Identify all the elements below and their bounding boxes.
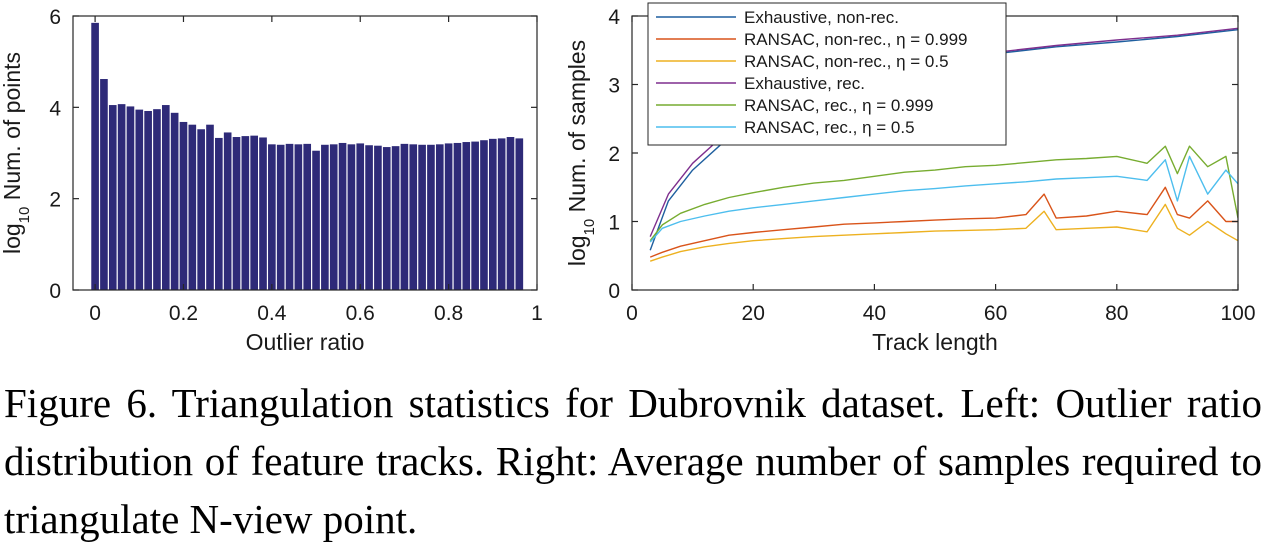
left-xlabel: Outlier ratio [246, 329, 365, 355]
right-ylabel: log10 Num. of samples [564, 40, 598, 266]
histogram-bar [471, 141, 479, 290]
histogram-bar [506, 137, 515, 290]
histogram-bar [276, 144, 285, 290]
legend: Exhaustive, non-rec. RANSAC, non-rec., η … [647, 2, 1007, 146]
legend-label: Exhaustive, rec. [744, 74, 865, 93]
histogram-bar [303, 143, 312, 290]
right-xtick-label: 20 [742, 302, 765, 325]
left-ytick-label: 0 [49, 280, 61, 303]
right-ytick-label: 4 [608, 6, 620, 29]
histogram-bar [480, 140, 488, 290]
histogram-bar [126, 106, 135, 290]
histogram-bar [108, 105, 117, 290]
histogram-bar [161, 105, 170, 290]
right-xlabel: Track length [872, 329, 998, 355]
histogram-bar [179, 121, 188, 291]
histogram-bar [91, 22, 99, 290]
histogram-bar [356, 143, 365, 290]
histogram-bar [418, 144, 426, 290]
legend-box [647, 2, 1007, 146]
histogram-bar [250, 135, 258, 290]
histogram-bar [241, 136, 250, 290]
histogram-bar [312, 150, 320, 290]
histogram-bar [444, 143, 453, 290]
histogram-bar [268, 144, 276, 290]
right-ytick-label: 3 [608, 75, 620, 98]
histogram-bar [135, 109, 144, 290]
right-line-chart: 0 20 40 60 80 100 0 1 2 3 4 Track length log10 Num. … [564, 2, 1256, 355]
right-xtick-label: 0 [626, 302, 638, 325]
histogram-bar [100, 79, 108, 291]
series-line-5 [649, 145, 1238, 242]
series-line-3 [649, 203, 1238, 262]
histogram-bar [347, 144, 356, 290]
histogram-bar [382, 147, 391, 290]
histogram-bar [285, 143, 294, 290]
series-line-6 [649, 155, 1238, 243]
histogram-bar [488, 138, 497, 290]
histogram-bar [338, 142, 347, 290]
histogram-bar [400, 143, 409, 290]
left-axes-frame [72, 15, 538, 291]
histogram-bar [232, 137, 241, 290]
histogram-bar [215, 137, 223, 290]
histogram-bar [374, 145, 382, 290]
right-ytick-label: 0 [608, 280, 620, 303]
histogram-bar [515, 138, 524, 290]
left-xtick-label: 0 [89, 302, 101, 325]
legend-label: Exhaustive, non-rec. [744, 8, 899, 27]
series-line-2 [649, 186, 1238, 258]
left-xtick-label: 1 [531, 302, 543, 325]
histogram-bar [409, 144, 418, 290]
left-ytick-label: 6 [49, 6, 61, 29]
right-xtick-label: 60 [984, 302, 1007, 325]
histogram-bar [153, 109, 161, 290]
left-xtick-label: 0.4 [257, 302, 287, 325]
histogram-bar [223, 132, 232, 290]
left-xtick-label: 0.6 [346, 302, 375, 325]
legend-label: RANSAC, rec., η = 0.5 [744, 118, 915, 137]
histogram-bar [391, 146, 400, 290]
histogram-bar [427, 144, 435, 290]
histogram-bar [462, 142, 471, 290]
right-ytick-label: 2 [608, 143, 620, 166]
histogram-bar [170, 112, 179, 291]
histogram-bar [321, 144, 329, 290]
left-ylabel: log10 Num. of points [0, 52, 33, 254]
histogram-bar [188, 124, 197, 290]
legend-label: RANSAC, rec., η = 0.999 [744, 96, 933, 115]
left-xtick-label: 0.2 [169, 302, 198, 325]
histogram-bar [294, 144, 303, 290]
histogram-bar [144, 110, 152, 290]
legend-label: RANSAC, non-rec., η = 0.5 [744, 52, 949, 71]
figure-caption: Figure 6. Triangulation statistics for D… [4, 380, 1262, 542]
histogram-bar [365, 145, 373, 290]
legend-label: RANSAC, non-rec., η = 0.999 [744, 30, 967, 49]
histogram-bar [206, 124, 214, 290]
right-ytick-label: 1 [608, 212, 620, 235]
histogram-bar [329, 144, 338, 290]
right-xtick-label: 100 [1220, 302, 1255, 325]
histogram-bar [497, 138, 506, 290]
histogram-bar [197, 129, 205, 290]
left-histogram-chart: 0 0.2 0.4 0.6 0.8 1 0 2 4 6 Outlier ratio log10 Num… [0, 6, 543, 355]
left-ytick-label: 2 [49, 189, 61, 212]
histogram-bar [453, 142, 462, 290]
histogram-bar [435, 144, 444, 290]
histogram-bar [259, 137, 267, 290]
left-xtick-label: 0.8 [434, 302, 463, 325]
histogram-bar [117, 104, 126, 291]
left-ytick-label: 4 [49, 97, 61, 120]
right-xtick-label: 80 [1105, 302, 1128, 325]
right-xtick-label: 40 [863, 302, 886, 325]
